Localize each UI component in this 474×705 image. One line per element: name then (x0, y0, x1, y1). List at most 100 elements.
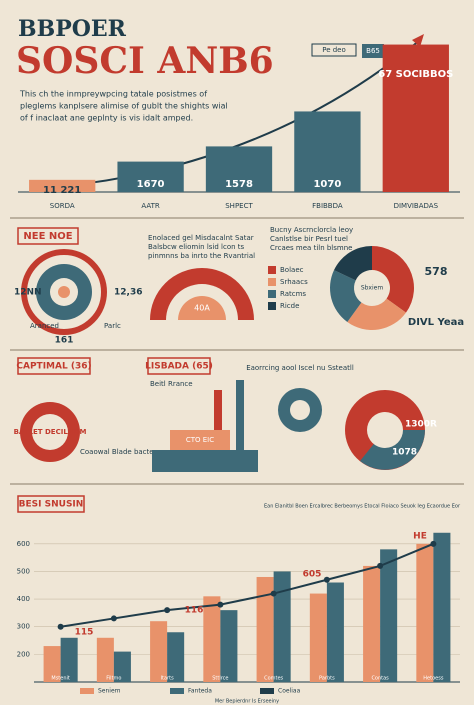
annotation: 578 (425, 265, 448, 278)
badge-text: Pe deo (322, 46, 346, 54)
x-tick-label: AATR (141, 202, 160, 210)
bar-annotation: 67 SOCIBBOS (378, 69, 453, 80)
note: Beitl Rrance (150, 380, 193, 388)
title: BBPOER (18, 16, 127, 42)
x-axis-label: Mer Bepierdnr Is Erseeiny (215, 699, 279, 705)
annotation: HE (413, 532, 427, 542)
gauge (178, 296, 226, 320)
x-tick-label: Sttlrce (212, 676, 228, 682)
bar (29, 179, 96, 192)
bar-annotation: 1578 (225, 179, 253, 190)
text-line: Crcaes mea tiln blsmne (270, 244, 352, 252)
text-line: Balsbcw eliomin lsid lcon ts (148, 243, 245, 251)
legend-swatch (268, 290, 276, 298)
y-tick-label: 400 (17, 595, 30, 603)
bar (205, 146, 273, 192)
bar (256, 576, 274, 682)
bar-annotation: 1070 (313, 179, 341, 190)
legend-swatch (268, 278, 276, 286)
line (60, 542, 434, 628)
x-tick-label: FBIBBDA (312, 202, 343, 210)
chart-subtitle: Ean Elanitbl Boen Ercalbrec Berbeomys Et… (264, 504, 461, 510)
wheel-label: 12,36 (114, 288, 142, 298)
x-tick-label: Itarts (161, 676, 175, 682)
legend-swatch (170, 688, 184, 694)
donut-label: 1078 (392, 448, 417, 458)
section-title: LISBADA (65) (145, 362, 213, 372)
factory (152, 450, 258, 472)
chart-title: BESI SNUSIN (19, 500, 84, 510)
pie-center: Sbxiem (361, 285, 384, 292)
donut (360, 430, 425, 470)
side-note: Parlc (104, 322, 121, 330)
annotation: DIVL Yeaa (408, 317, 464, 328)
bar (326, 582, 344, 682)
legend-swatch (80, 688, 94, 694)
note: Eaorrcing aool Iscel nu Ssteatll (246, 364, 354, 372)
legend-label: Ratcms (280, 290, 306, 298)
wheel (21, 249, 107, 335)
legend-swatch (268, 302, 276, 310)
section-box (17, 227, 79, 245)
bar (150, 621, 168, 682)
factory (170, 430, 230, 450)
bar (43, 646, 61, 682)
wheel-label: 161 (55, 336, 74, 346)
x-tick-label: Mstenit (51, 676, 70, 682)
bar (96, 637, 114, 682)
badge (362, 44, 384, 58)
text-line: Bucny Ascrnclorcla leoy (270, 226, 353, 234)
y-tick-label: 200 (17, 650, 30, 658)
section-box (17, 495, 85, 513)
bar (363, 565, 381, 682)
chimney (214, 390, 222, 430)
legend-label: Fanteda (188, 688, 212, 695)
annotation: 605 (303, 570, 322, 580)
subtitle: SOSCI ANB6 (16, 40, 274, 82)
pie-slice (330, 270, 362, 322)
x-tick-label: Contas (371, 676, 389, 682)
bar (273, 571, 291, 682)
x-tick-label: DIMVIBADAS (394, 202, 439, 210)
section-title: NEE NOE (23, 231, 72, 242)
legend-swatch (268, 266, 276, 274)
x-tick-label: Parbts (319, 676, 335, 682)
dial (290, 400, 310, 420)
section-box (17, 357, 91, 375)
x-tick-label: Filtmo (106, 676, 121, 682)
donut (367, 412, 403, 448)
x-tick-label: Hetoess (423, 676, 444, 682)
bar-annotation: 11 221 (43, 185, 81, 196)
wheel-label: 12NN (14, 288, 42, 298)
bar (203, 596, 221, 682)
legend-label: Coeliaa (278, 688, 301, 695)
section-title: CAPTIMAL (36) (16, 362, 91, 372)
wheel (58, 286, 70, 298)
text-line: Canlstlse bir Pesrl tuel (270, 235, 348, 243)
bar (416, 543, 434, 682)
intro-line: This ch the inmpreywpcing tatale posistm… (19, 90, 207, 99)
seal (32, 414, 68, 450)
x-tick-label: SHPECT (225, 202, 253, 210)
annotation: 116 (185, 606, 204, 616)
bar (309, 593, 327, 682)
annotation: 115 (75, 628, 94, 638)
bar (113, 651, 131, 682)
side-note: Aranced (30, 322, 59, 330)
gauge-label: 40A (194, 304, 210, 313)
chimney (236, 380, 244, 450)
text-line: Enolaced gel Misdacalnt Satar (148, 234, 254, 242)
x-tick-label: SORDA (50, 202, 75, 210)
legend-label: Ricde (280, 302, 299, 310)
bar (167, 632, 185, 682)
intro-line: pleglems kanplsere alimise of gublt the … (20, 102, 228, 111)
x-tick-label: Comtes (264, 676, 283, 682)
bar (117, 161, 184, 192)
pie-slice (333, 246, 372, 281)
bar (220, 610, 238, 682)
pie-slice (372, 246, 414, 313)
donut-label: 1300R (405, 420, 437, 430)
bar (433, 532, 451, 682)
intro-line: of f inaclaat ane geplnty is vis idalt a… (20, 114, 193, 123)
